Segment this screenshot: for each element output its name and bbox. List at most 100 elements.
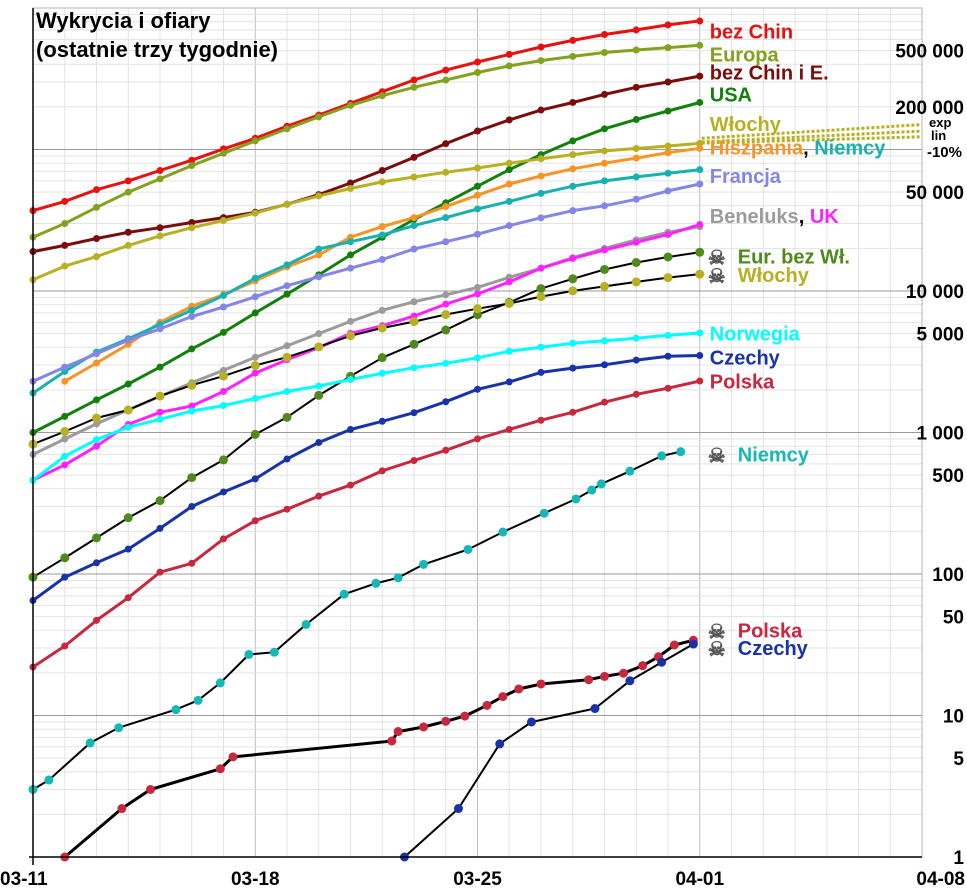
data-point — [156, 415, 164, 423]
data-point — [664, 187, 672, 195]
data-point — [498, 527, 508, 537]
series-label: Norwegia — [710, 324, 801, 346]
series-label-part: Czechy — [738, 638, 809, 660]
data-point — [696, 180, 704, 188]
data-point — [601, 125, 608, 133]
data-point — [498, 692, 508, 702]
data-point — [601, 30, 608, 38]
data-point — [504, 298, 514, 308]
data-point — [676, 447, 686, 457]
series-label: Europa — [710, 44, 780, 66]
data-point — [124, 594, 132, 602]
data-point — [188, 313, 196, 321]
data-point — [631, 258, 641, 268]
data-point — [315, 492, 323, 500]
data-point — [569, 165, 577, 173]
data-point — [474, 283, 481, 291]
data-point — [539, 508, 549, 518]
data-point — [696, 72, 704, 80]
data-point — [156, 167, 164, 175]
y-tick-label: 50 — [943, 608, 964, 629]
y-tick-label: 5 000 — [916, 325, 964, 346]
data-point — [155, 391, 165, 401]
annotation-pct: -10% — [927, 144, 962, 161]
data-point — [378, 223, 386, 231]
series-points — [28, 17, 705, 862]
data-point — [695, 269, 705, 279]
data-point — [632, 356, 640, 364]
data-point — [632, 26, 640, 34]
data-point — [92, 413, 101, 423]
data-point — [474, 230, 481, 238]
data-point — [696, 329, 704, 337]
data-point — [220, 387, 227, 395]
data-point — [625, 466, 635, 476]
data-point — [569, 36, 577, 44]
data-point — [393, 727, 403, 737]
data-point — [663, 252, 673, 262]
data-point — [442, 398, 450, 406]
data-point — [536, 284, 546, 294]
data-point — [474, 354, 481, 362]
exp-lin-dashes — [701, 123, 923, 145]
data-point — [251, 353, 259, 361]
data-point — [482, 700, 492, 710]
series-label-part: Niemcy — [738, 444, 810, 466]
y-tick-label: 1 — [953, 848, 964, 869]
series-line — [32, 331, 700, 482]
series-label-part: bez Chin — [710, 22, 793, 44]
data-point — [156, 325, 164, 333]
data-point — [347, 317, 354, 325]
data-point — [315, 330, 323, 338]
data-point — [410, 245, 418, 253]
data-point — [93, 359, 100, 367]
data-point — [378, 167, 386, 175]
data-point — [584, 675, 594, 685]
skull-icon: ☠ — [708, 445, 726, 467]
data-point — [632, 83, 640, 91]
data-point — [441, 325, 451, 335]
data-point — [347, 179, 354, 187]
pct-dash-line — [701, 135, 923, 145]
data-point — [495, 739, 505, 749]
data-point — [474, 69, 481, 77]
data-point — [601, 159, 608, 167]
data-point — [92, 533, 101, 543]
data-point — [664, 384, 672, 392]
data-point — [569, 408, 577, 416]
series-line — [32, 74, 701, 254]
data-point — [571, 494, 581, 504]
data-point — [409, 339, 419, 349]
data-point — [188, 345, 196, 353]
data-point — [442, 168, 450, 176]
series-label-part: Niemcy — [814, 138, 886, 160]
x-tick-label: 03-11 — [0, 869, 48, 890]
data-point — [537, 106, 545, 114]
data-point — [410, 457, 418, 465]
data-point — [463, 544, 473, 554]
data-point — [283, 261, 291, 269]
data-point — [283, 282, 291, 290]
data-point — [526, 717, 536, 727]
data-point — [536, 679, 546, 689]
data-point — [188, 156, 196, 164]
data-point — [696, 98, 704, 106]
data-point — [44, 775, 54, 785]
data-point — [347, 185, 354, 193]
data-point — [474, 435, 481, 443]
data-point — [537, 155, 545, 163]
series-label: Beneluks, UK — [710, 206, 840, 228]
data-point — [188, 407, 196, 415]
series-label-part: bez Chin i E. — [710, 63, 829, 85]
data-point — [377, 323, 387, 333]
data-point — [410, 214, 418, 222]
data-point — [569, 137, 577, 145]
data-point — [410, 83, 418, 91]
data-point — [569, 52, 577, 60]
data-point — [220, 216, 227, 224]
series-label: Czechy — [738, 638, 809, 660]
data-point — [188, 218, 196, 226]
series-label-part: USA — [710, 84, 752, 106]
data-point — [537, 343, 545, 351]
